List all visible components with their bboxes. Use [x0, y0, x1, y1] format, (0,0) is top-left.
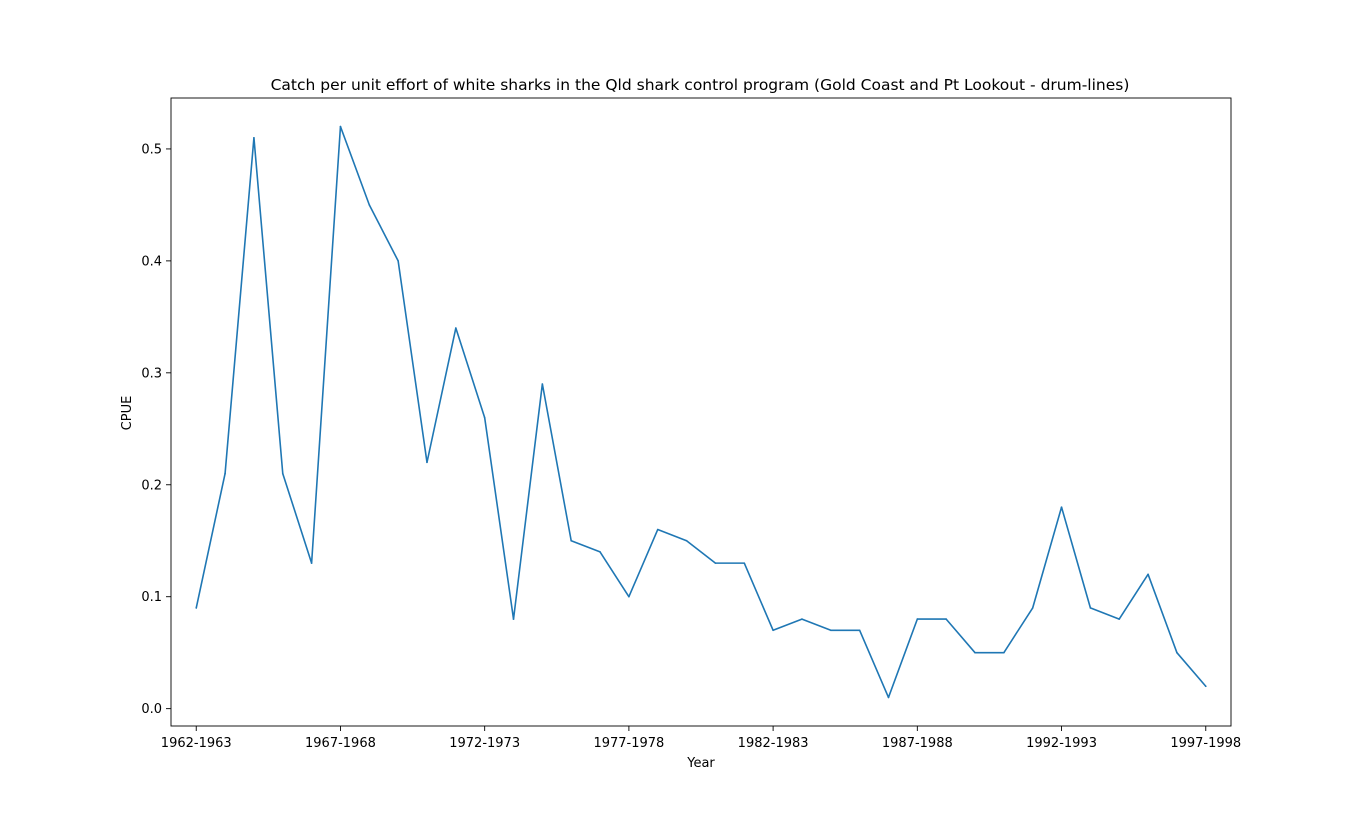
data-point	[1118, 618, 1121, 620]
data-point	[483, 416, 486, 419]
chart-title: Catch per unit effort of white sharks in…	[271, 76, 1130, 94]
data-point	[1089, 607, 1092, 609]
y-tick-label: 0.2	[141, 478, 162, 493]
x-axis-title: Year	[686, 756, 715, 771]
x-tick-label: 1972-1973	[449, 736, 520, 751]
data-point	[339, 125, 342, 128]
data-point	[685, 539, 688, 542]
data-point	[1060, 506, 1063, 508]
data-point	[426, 461, 428, 464]
data-point	[1003, 651, 1005, 654]
y-axis-title: CPUE	[120, 396, 135, 431]
data-point	[455, 327, 457, 329]
data-point	[368, 204, 371, 206]
data-point	[570, 539, 573, 542]
data-point	[224, 472, 226, 475]
data-point	[858, 629, 861, 632]
data-point	[801, 618, 803, 620]
x-axis: 1962-1963 1967-1968 1972-1973 1977-1978 1982…	[161, 726, 1241, 751]
data-point	[628, 595, 630, 598]
data-point	[397, 260, 399, 262]
data-point	[916, 618, 919, 620]
x-tick-label: 1962-1963	[161, 736, 232, 751]
plot-area	[171, 98, 1231, 726]
data-point	[743, 562, 746, 564]
data-point	[253, 136, 255, 139]
y-tick-label: 0.4	[141, 254, 162, 269]
data-point	[1204, 685, 1207, 688]
x-tick-label: 1977-1978	[593, 736, 664, 751]
data-point	[945, 618, 947, 620]
data-point	[829, 629, 832, 632]
data-point	[512, 618, 515, 620]
data-point	[281, 472, 284, 475]
y-tick-label: 0.0	[141, 702, 162, 717]
data-point	[887, 696, 890, 699]
series-points	[195, 125, 1207, 699]
x-tick-label: 1992-1993	[1026, 736, 1097, 751]
data-point	[599, 551, 601, 553]
data-point	[656, 528, 659, 531]
plot-frame	[170, 97, 1232, 727]
data-point	[1147, 573, 1149, 576]
y-tick-label: 0.5	[141, 142, 162, 157]
data-point	[541, 383, 544, 385]
x-tick-label: 1967-1968	[305, 736, 376, 751]
data-point	[714, 562, 717, 564]
data-point	[310, 562, 313, 564]
data-point	[195, 607, 198, 609]
series-line-cpue	[195, 125, 1207, 699]
data-point	[772, 629, 774, 632]
y-tick-label: 0.1	[141, 590, 162, 605]
data-point	[1031, 607, 1034, 609]
data-point	[974, 651, 976, 654]
x-tick-label: 1997-1998	[1170, 736, 1241, 751]
x-tick-label: 1982-1983	[738, 736, 809, 751]
data-point	[1176, 651, 1178, 654]
x-tick-label: 1987-1988	[882, 736, 953, 751]
y-axis: 0.0 0.1 0.2 0.3 0.4 0.5	[141, 142, 171, 717]
y-tick-label: 0.3	[141, 366, 162, 381]
